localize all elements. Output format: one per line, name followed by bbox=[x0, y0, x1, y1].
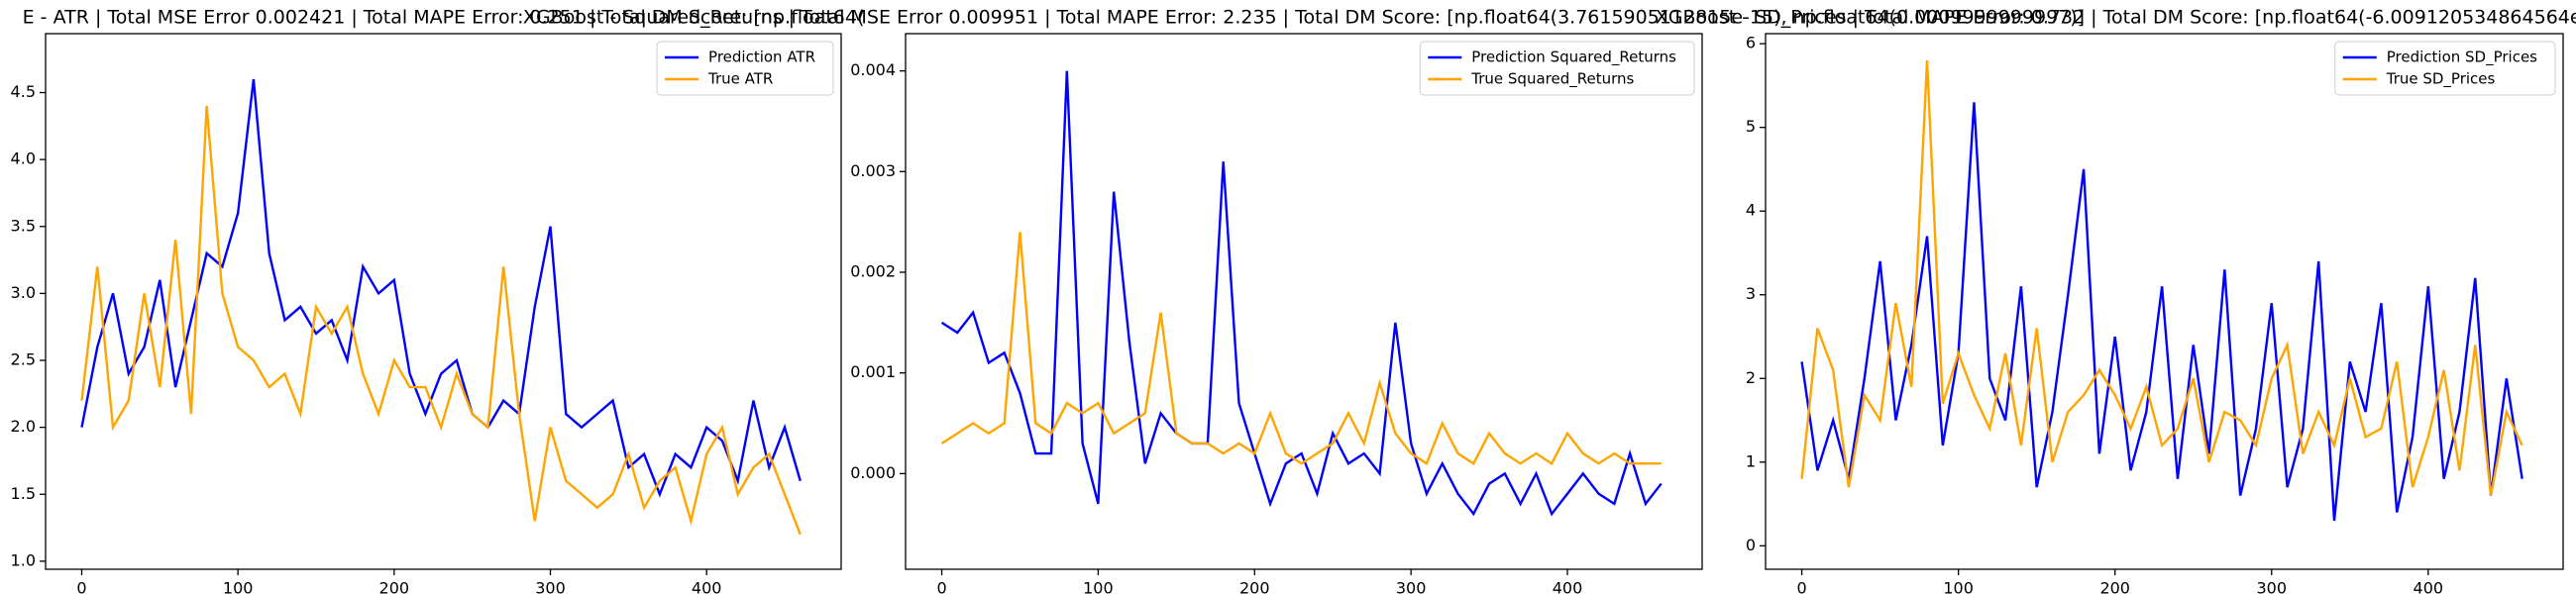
y-tick-label: 2.0 bbox=[11, 417, 36, 436]
y-tick-label: 0.004 bbox=[850, 60, 896, 79]
y-tick-label: 5 bbox=[1746, 117, 1756, 136]
y-tick-label: 4 bbox=[1746, 201, 1756, 220]
x-tick-label: 100 bbox=[1083, 579, 1114, 594]
x-tick-label: 300 bbox=[2256, 579, 2287, 594]
series-line bbox=[80, 105, 802, 536]
y-tick-label: 0.001 bbox=[850, 362, 896, 381]
y-tick-label: 3.5 bbox=[11, 216, 36, 235]
legend-box bbox=[656, 41, 834, 96]
series-line bbox=[1800, 59, 2523, 496]
y-tick-label: 0.002 bbox=[850, 262, 896, 281]
y-tick-label: 3.0 bbox=[11, 283, 36, 302]
y-tick-label: 6 bbox=[1746, 34, 1756, 52]
x-tick-label: 100 bbox=[223, 579, 254, 594]
y-tick-label: 0.003 bbox=[850, 161, 896, 180]
x-tick-label: 400 bbox=[2414, 579, 2444, 594]
x-tick-label: 0 bbox=[1796, 579, 1806, 594]
y-tick-label: 3 bbox=[1746, 284, 1756, 303]
legend-box bbox=[1419, 41, 1695, 96]
legend-label: Prediction SD_Prices bbox=[2387, 49, 2537, 67]
x-tick-label: 0 bbox=[76, 579, 86, 594]
y-tick-label: 4.0 bbox=[11, 149, 36, 168]
legend-label: True ATR bbox=[707, 70, 773, 88]
plot-area bbox=[1800, 59, 2523, 522]
chart-title: XGBoost - SD_Prices | Total MAPE Error: … bbox=[1656, 7, 2576, 29]
plot-area bbox=[940, 70, 1663, 517]
x-tick-label: 200 bbox=[379, 579, 410, 594]
x-tick-label: 200 bbox=[1239, 579, 1270, 594]
chart-title: XGBoost - Squared_Returns | Total MSE Er… bbox=[523, 7, 2085, 29]
legend-label: Prediction Squared_Returns bbox=[1471, 49, 1676, 67]
series-line bbox=[940, 232, 1662, 466]
legend-label: True Squared_Returns bbox=[1470, 70, 1634, 89]
y-tick-label: 0 bbox=[1746, 536, 1756, 554]
x-tick-label: 200 bbox=[2099, 579, 2130, 594]
subplot: 0 100 200 300 4000.0000.0010.0020.0030.004XG… bbox=[523, 7, 2085, 594]
subplot: 0 100 200 300 400 1.0 1.5 2.0 2.5 3.0 3.5 4.0 4.5 E -… bbox=[11, 7, 865, 594]
series-line bbox=[940, 70, 1663, 517]
subplot: 0 100 200 300 400 0 1 2 3 4 5 6 XGBoost - SD_Prices … bbox=[1656, 7, 2576, 594]
x-tick-label: 400 bbox=[1553, 579, 1583, 594]
x-tick-label: 0 bbox=[936, 579, 946, 594]
series-line bbox=[1800, 102, 2523, 522]
chart-title: E - ATR | Total MSE Error 0.002421 | Tot… bbox=[23, 7, 865, 29]
y-tick-label: 1 bbox=[1746, 451, 1756, 470]
legend-label: Prediction ATR bbox=[708, 49, 815, 66]
y-tick-label: 1.5 bbox=[11, 484, 36, 503]
y-tick-label: 0.000 bbox=[850, 463, 896, 482]
legend-box bbox=[2334, 41, 2556, 96]
plot-area bbox=[80, 78, 802, 536]
series-line bbox=[80, 78, 802, 498]
y-tick-label: 2.5 bbox=[11, 350, 36, 369]
y-tick-label: 2 bbox=[1746, 368, 1756, 387]
x-tick-label: 100 bbox=[1943, 579, 1974, 594]
axes-frame bbox=[1765, 33, 2564, 570]
axes-frame bbox=[45, 33, 842, 570]
legend-label: True SD_Prices bbox=[2386, 70, 2496, 89]
y-tick-label: 1.0 bbox=[11, 550, 36, 569]
y-tick-label: 4.5 bbox=[11, 82, 36, 101]
x-tick-label: 300 bbox=[1396, 579, 1427, 594]
x-tick-label: 300 bbox=[535, 579, 566, 594]
x-tick-label: 400 bbox=[692, 579, 722, 594]
axes-frame bbox=[905, 33, 1703, 570]
